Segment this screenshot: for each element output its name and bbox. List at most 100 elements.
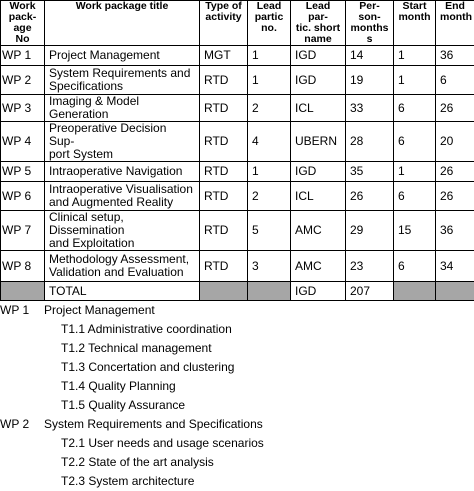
end-month-cell: 26: [436, 95, 474, 122]
header-line: activity: [205, 11, 241, 23]
wp-title-line: System Requirements and: [49, 66, 190, 80]
end-month-cell: 20: [436, 122, 474, 162]
person-months-cell: 26: [346, 182, 394, 211]
end-month-cell: 6: [436, 66, 474, 95]
wp-title-cell: Project Management: [45, 46, 200, 66]
person-months-cell: 28: [346, 122, 394, 162]
wp-number-cell: WP 4: [1, 122, 45, 162]
wp-name: Project Management: [44, 301, 155, 320]
person-months-cell: 33: [346, 95, 394, 122]
wp-number-cell: WP 8: [1, 251, 45, 282]
header-line: No: [16, 33, 30, 45]
person-months-cell: 14: [346, 46, 394, 66]
task-item: T1.4 Quality Planning: [0, 377, 474, 396]
lead-participant-no-cell: 1: [248, 66, 291, 95]
lead-participant-name-cell: UBERN: [291, 122, 346, 162]
lead-participant-name-cell: IGD: [291, 46, 346, 66]
end-month-cell: 36: [436, 211, 474, 251]
wp-title-line: Intraoperative Navigation: [49, 164, 182, 178]
header-line: name: [304, 33, 331, 45]
wp-number-cell: WP 7: [1, 211, 45, 251]
header-line: Lead par-: [306, 1, 331, 24]
task-item: T1.3 Concertation and clustering: [0, 358, 474, 377]
activity-type-cell: RTD: [200, 122, 248, 162]
start-month-cell: 1: [394, 46, 436, 66]
start-month-cell: 1: [394, 162, 436, 182]
task-item: T2.1 User needs and usage scenarios: [0, 434, 474, 453]
shaded-cell: [248, 282, 291, 301]
lead-participant-name-cell: AMC: [291, 251, 346, 282]
start-month-cell: 15: [394, 211, 436, 251]
wp-name: System Requirements and Specifications: [44, 415, 263, 434]
wp-title-line: Preoperative Decision Sup-: [49, 122, 166, 149]
lead-participant-name-cell: AMC: [291, 211, 346, 251]
header-line: no.: [261, 22, 277, 34]
total-label-cell: TOTAL: [45, 282, 200, 301]
header-line: month: [440, 11, 472, 23]
shaded-cell: [1, 282, 45, 301]
activity-type-cell: RTD: [200, 66, 248, 95]
wp-number-cell: WP 5: [1, 162, 45, 182]
shaded-cell: [200, 282, 248, 301]
end-month-cell: 26: [436, 162, 474, 182]
header-line: Work package title: [76, 1, 169, 13]
wp-code: WP 1: [0, 301, 44, 320]
wp-title-line: and Exploitation: [49, 236, 134, 250]
wp-title-cell: Imaging & Model Generation: [45, 95, 200, 122]
wp-number-cell: WP 2: [1, 66, 45, 95]
start-month-cell: 6: [394, 182, 436, 211]
wp-title-cell: Methodology Assessment,Validation and Ev…: [45, 251, 200, 282]
header-line: s: [367, 33, 373, 45]
lead-participant-no-cell: 5: [248, 211, 291, 251]
total-lead-name-cell: IGD: [291, 282, 346, 301]
person-months-cell: 29: [346, 211, 394, 251]
task-item: T1.5 Quality Assurance: [0, 396, 474, 415]
lead-participant-no-cell: 2: [248, 182, 291, 211]
task-item: T1.2 Technical management: [0, 339, 474, 358]
wp-title-line: and Augmented Reality: [49, 195, 173, 209]
wp-title-cell: Intraoperative Navigation: [45, 162, 200, 182]
wp-code: WP 2: [0, 415, 44, 434]
start-month-cell: 6: [394, 251, 436, 282]
activity-type-cell: MGT: [200, 46, 248, 66]
start-month-cell: 1: [394, 66, 436, 95]
activity-type-cell: RTD: [200, 211, 248, 251]
start-month-cell: 6: [394, 122, 436, 162]
wp-title-line: Intraoperative Visualisation: [49, 182, 193, 196]
wp-title-line: port System: [49, 147, 113, 161]
end-month-cell: 26: [436, 182, 474, 211]
person-months-cell: 23: [346, 251, 394, 282]
person-months-cell: 19: [346, 66, 394, 95]
wp-title-line: Specifications: [49, 79, 123, 93]
lead-participant-no-cell: 4: [248, 122, 291, 162]
end-month-cell: 36: [436, 46, 474, 66]
activity-type-cell: RTD: [200, 162, 248, 182]
lead-participant-name-cell: IGD: [291, 66, 346, 95]
wp-number-cell: WP 6: [1, 182, 45, 211]
wp-title-line: Project Management: [49, 48, 160, 62]
header-title: Work package title: [45, 1, 200, 46]
wp-title-line: Clinical setup, Dissemination: [49, 211, 124, 238]
lead-participant-no-cell: 2: [248, 95, 291, 122]
start-month-cell: 6: [394, 95, 436, 122]
lead-participant-name-cell: ICL: [291, 95, 346, 122]
